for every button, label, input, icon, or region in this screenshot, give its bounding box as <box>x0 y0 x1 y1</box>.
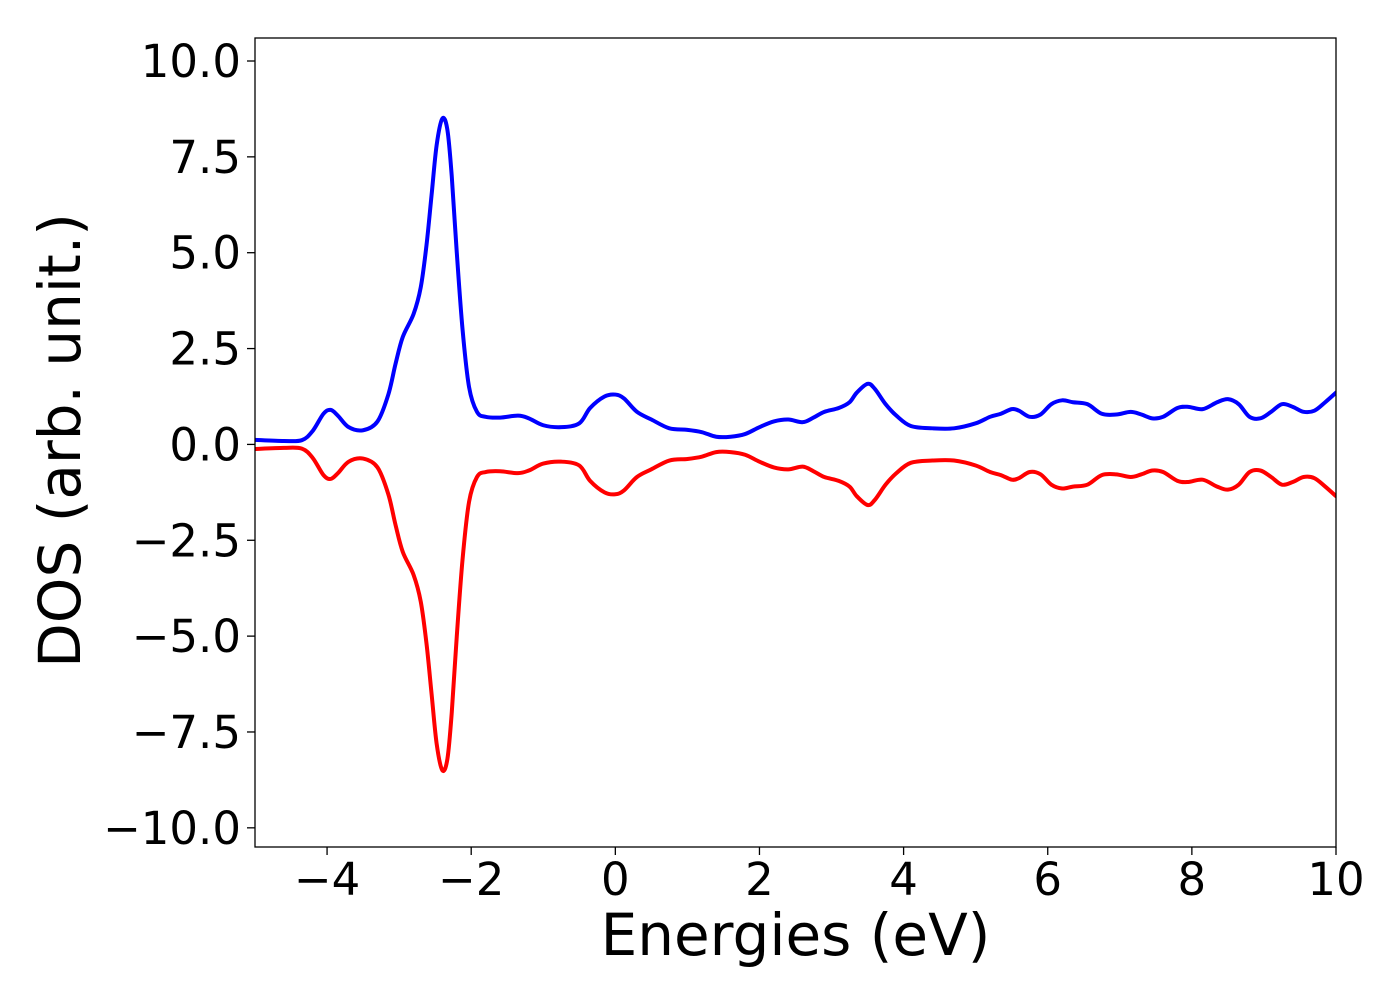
ticks: −4 −2 0 2 4 6 8 10 10.0 7.5 5.0 2.5 0.0 −2.5 −5.0 −7.5 −… <box>103 35 1365 906</box>
x-tick-label: 8 <box>1178 853 1207 906</box>
y-tick-label: −2.5 <box>132 514 241 567</box>
y-tick-label: 7.5 <box>169 131 241 184</box>
x-tick-label: −4 <box>294 853 360 906</box>
plot-area <box>255 115 1336 773</box>
y-axis-title: DOS (arb. unit.) <box>26 213 94 668</box>
x-tick-label: 10 <box>1307 853 1364 906</box>
y-tick-label: 5.0 <box>169 227 241 280</box>
x-tick-label: 2 <box>745 853 774 906</box>
x-tick-label: 0 <box>601 853 630 906</box>
series-line-2 <box>255 445 1336 773</box>
x-tick-label: 6 <box>1033 853 1062 906</box>
y-tick-label: 10.0 <box>141 35 241 88</box>
x-tick-label: −2 <box>438 853 504 906</box>
y-tick-label: −7.5 <box>132 706 241 759</box>
series-line-1 <box>255 115 1336 444</box>
x-axis-title: Energies (eV) <box>601 901 991 969</box>
axes-frame <box>254 37 1337 848</box>
y-tick-label: 2.5 <box>169 323 241 376</box>
y-tick-label: 0.0 <box>169 418 241 471</box>
y-tick-label: −5.0 <box>132 610 241 663</box>
x-tick-label: 4 <box>889 853 918 906</box>
y-tick-label: −10.0 <box>103 802 241 855</box>
